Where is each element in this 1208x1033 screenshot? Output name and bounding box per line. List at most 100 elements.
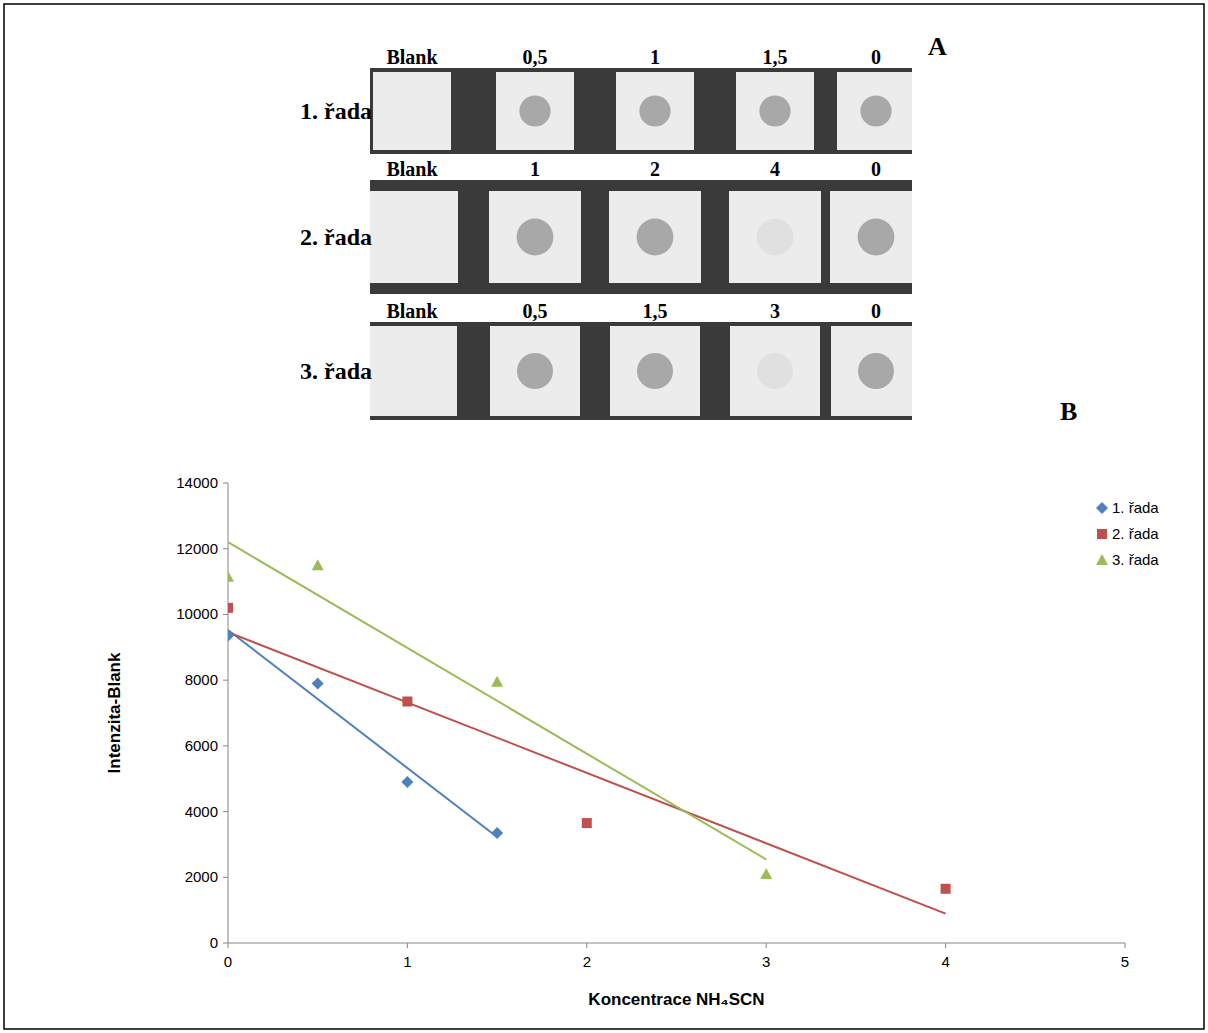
tick-mark xyxy=(223,680,228,681)
tick-mark xyxy=(223,745,228,746)
tick-mark xyxy=(945,943,946,948)
data-point xyxy=(228,571,234,582)
row-label: 3. řada xyxy=(300,358,372,384)
data-point xyxy=(228,603,233,613)
data-point xyxy=(228,630,234,642)
spot xyxy=(517,219,554,256)
y-tick-label: 2000 xyxy=(185,868,218,885)
x-tick-label: 2 xyxy=(583,953,591,970)
y-tick-label: 10000 xyxy=(176,605,218,622)
spot xyxy=(757,219,794,256)
column-label: 0 xyxy=(871,158,881,180)
tick-mark xyxy=(1125,943,1126,948)
tick-mark xyxy=(228,943,229,948)
tick-mark xyxy=(223,548,228,549)
column-label: 1,5 xyxy=(763,46,788,68)
y-axis-title: Intenzita-Blank xyxy=(105,652,124,773)
column-label: 3 xyxy=(770,300,780,322)
legend-marker xyxy=(1097,529,1107,539)
tick-mark xyxy=(223,943,228,944)
trend-line xyxy=(228,630,497,837)
data-point xyxy=(941,884,951,894)
panel-b: 02000400060008000100001200014000012345Ko… xyxy=(105,474,1159,1009)
paper-square xyxy=(729,191,821,283)
column-label: Blank xyxy=(386,158,438,180)
tick-mark xyxy=(223,811,228,812)
column-label: 1,5 xyxy=(643,300,668,322)
column-label: Blank xyxy=(386,300,438,322)
column-label: 0 xyxy=(871,300,881,322)
x-axis-title: Koncentrace NH₄SCN xyxy=(588,990,764,1009)
column-label: 0,5 xyxy=(523,300,548,322)
paper-square xyxy=(610,326,700,416)
data-point xyxy=(491,676,503,687)
y-tick-label: 8000 xyxy=(185,671,218,688)
y-tick-label: 6000 xyxy=(185,737,218,754)
paper-square xyxy=(609,191,701,283)
spot xyxy=(519,95,550,126)
data-point xyxy=(312,559,324,570)
trend-line xyxy=(228,632,946,913)
spot xyxy=(517,353,553,389)
legend-marker xyxy=(1096,502,1108,514)
paper-square xyxy=(370,326,457,416)
data-point xyxy=(312,677,324,689)
spot xyxy=(860,95,891,126)
y-tick-label: 12000 xyxy=(176,540,218,557)
paper-square xyxy=(736,72,814,150)
paper-square xyxy=(496,72,574,150)
tick-mark xyxy=(586,943,587,948)
tick-mark xyxy=(223,877,228,878)
panel-letter: A xyxy=(928,32,947,61)
tick-mark xyxy=(223,614,228,615)
column-label: Blank xyxy=(386,46,438,68)
column-label: 1 xyxy=(650,46,660,68)
panel-a: Blank 0,5 1 1,5 0 1. řada Blank 1 2 4 0 2. řada Blan… xyxy=(300,46,922,420)
plot-area xyxy=(228,542,951,913)
spot xyxy=(637,219,674,256)
tick-mark xyxy=(223,483,228,484)
column-label: 1 xyxy=(530,158,540,180)
panel-letter: B xyxy=(1060,397,1077,426)
trend-line xyxy=(228,542,766,859)
spot xyxy=(757,353,793,389)
column-label: 0 xyxy=(871,46,881,68)
spot xyxy=(858,353,894,389)
spot xyxy=(639,95,670,126)
spot xyxy=(759,95,790,126)
legend: 1. řada2. řada3. řada xyxy=(1096,499,1159,568)
paper-square xyxy=(730,326,820,416)
paper-square xyxy=(837,72,912,150)
legend-label: 1. řada xyxy=(1112,499,1159,516)
legend-marker xyxy=(1096,554,1108,565)
y-axis xyxy=(228,483,229,943)
legend-label: 3. řada xyxy=(1112,551,1159,568)
strip-background xyxy=(370,68,912,154)
paper-square xyxy=(490,326,580,416)
paper-square xyxy=(370,191,458,283)
data-point xyxy=(582,818,592,828)
x-tick-label: 1 xyxy=(403,953,411,970)
x-tick-label: 5 xyxy=(1121,953,1129,970)
paper-square xyxy=(616,72,694,150)
paper-square xyxy=(489,191,581,283)
strip-row xyxy=(370,322,912,420)
x-tick-label: 0 xyxy=(224,953,232,970)
data-point xyxy=(491,827,503,839)
row-label: 1. řada xyxy=(300,98,372,124)
figure: Blank 0,5 1 1,5 0 1. řada Blank 1 2 4 0 2. řada Blan… xyxy=(0,0,1208,1033)
data-point xyxy=(401,776,413,788)
y-tick-label: 0 xyxy=(210,934,218,951)
y-tick-label: 14000 xyxy=(176,474,218,491)
column-label: 2 xyxy=(650,158,660,180)
paper-square xyxy=(373,72,451,150)
paper-square xyxy=(831,326,912,416)
tick-mark xyxy=(407,943,408,948)
x-tick-label: 3 xyxy=(762,953,770,970)
strip-row xyxy=(370,68,912,154)
tick-mark xyxy=(766,943,767,948)
x-tick-label: 4 xyxy=(941,953,949,970)
row-label: 2. řada xyxy=(300,224,372,250)
column-label: 4 xyxy=(770,158,780,180)
column-label: 0,5 xyxy=(523,46,548,68)
